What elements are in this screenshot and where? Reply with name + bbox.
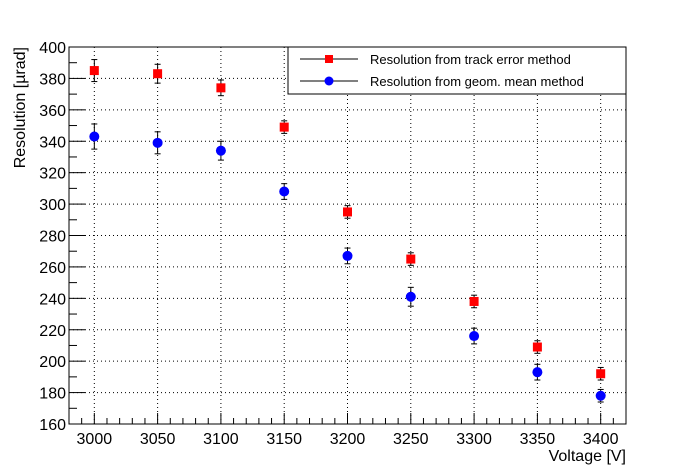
- y-tick-label: 280: [39, 229, 66, 246]
- grid: [69, 47, 626, 424]
- x-tick-label: 3250: [393, 431, 429, 448]
- x-tick-label: 3200: [330, 431, 366, 448]
- legend: Resolution from track error method Resolu…: [287, 46, 627, 95]
- track-error-point: [153, 69, 163, 79]
- geom-mean-point: [532, 367, 543, 378]
- y-tick-label: 320: [39, 166, 66, 183]
- y-axis-title: Resolution [µrad]: [12, 47, 29, 168]
- legend-label: Resolution from geom. mean method: [370, 74, 584, 89]
- geom-mean-point: [215, 145, 226, 156]
- x-tick-label: 3350: [520, 431, 556, 448]
- geom-mean-point: [342, 250, 353, 261]
- geom-mean-point: [279, 186, 290, 197]
- x-axis-title: Voltage [V]: [549, 448, 626, 465]
- track-error-point: [532, 342, 542, 352]
- track-error-point: [216, 83, 226, 93]
- x-tick-label: 3100: [203, 431, 239, 448]
- axes: 3000 3050 3100 3150 3200 3250 3300 3350 3400 160 1…: [39, 40, 627, 448]
- data-points: [89, 66, 606, 401]
- y-tick-label: 200: [39, 354, 66, 371]
- legend-label: Resolution from track error method: [370, 52, 571, 67]
- y-tick-label: 240: [39, 291, 66, 308]
- track-error-point: [89, 66, 99, 76]
- geom-mean-point: [405, 291, 416, 302]
- y-tick-label: 300: [39, 197, 66, 214]
- legend-square-marker: [325, 55, 333, 63]
- x-tick-label: 3400: [583, 431, 619, 448]
- y-tick-label: 180: [39, 386, 66, 403]
- y-tick-label: 360: [39, 103, 66, 120]
- geom-mean-point: [469, 331, 480, 342]
- y-tick-label: 260: [39, 260, 66, 277]
- legend-circle-marker: [324, 76, 334, 86]
- x-tick-label: 3300: [456, 431, 492, 448]
- y-tick-label: 160: [39, 417, 66, 434]
- track-error-point: [406, 254, 416, 264]
- track-error-point: [279, 122, 289, 132]
- y-tick-label: 220: [39, 323, 66, 340]
- track-error-point: [469, 296, 479, 306]
- x-tick-label: 3000: [77, 431, 113, 448]
- track-error-point: [343, 207, 352, 217]
- error-bars: [91, 59, 604, 403]
- y-tick-label: 340: [39, 134, 66, 151]
- geom-mean-point: [152, 137, 163, 148]
- x-tick-label: 3050: [140, 431, 176, 448]
- y-tick-label: 380: [39, 71, 66, 88]
- y-tick-label: 400: [39, 40, 66, 57]
- x-tick-label: 3150: [266, 431, 302, 448]
- legend-box: [287, 46, 627, 95]
- geom-mean-point: [89, 131, 100, 142]
- geom-mean-point: [595, 390, 606, 401]
- track-error-point: [596, 369, 606, 379]
